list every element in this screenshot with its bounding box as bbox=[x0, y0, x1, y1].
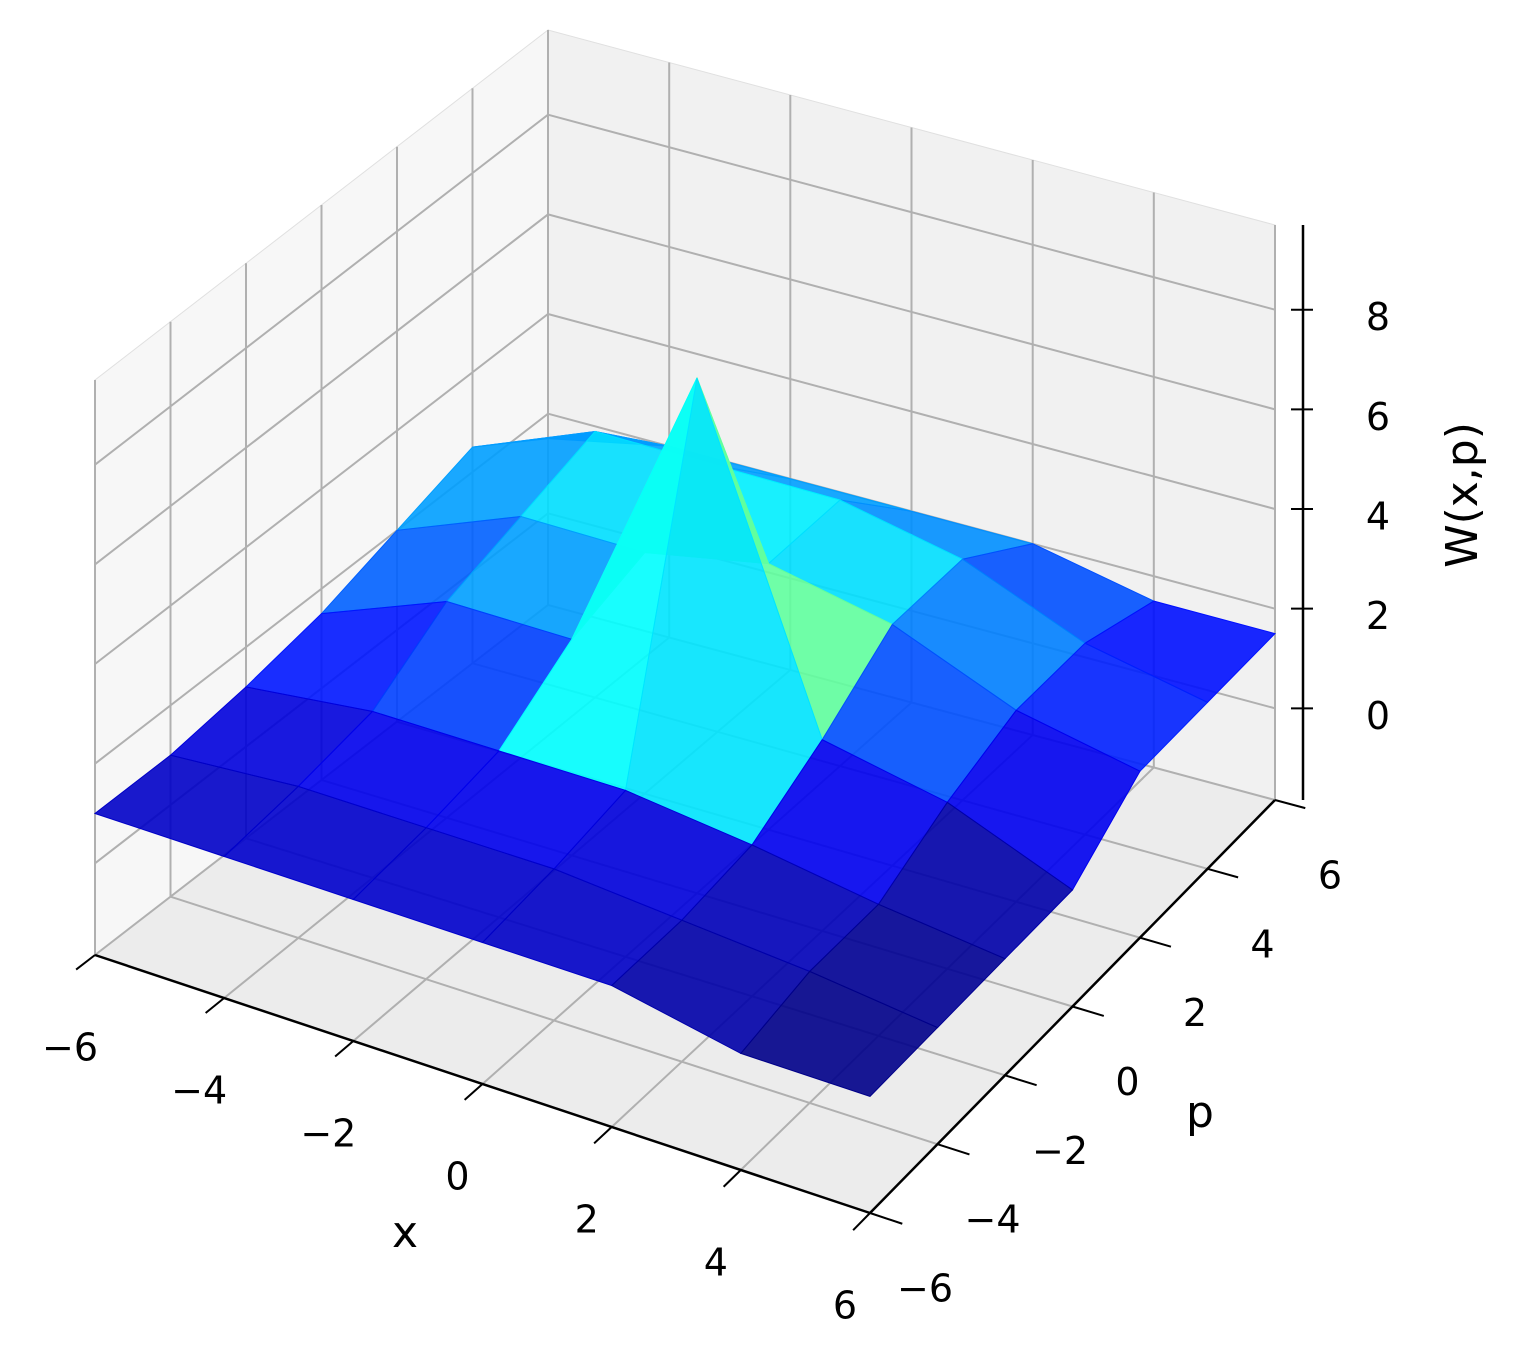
z-tick-label: 2 bbox=[1366, 594, 1390, 638]
grid-line bbox=[94, 213, 1276, 566]
x-tick bbox=[204, 997, 225, 1014]
y-axis-line bbox=[869, 799, 1276, 1214]
z-tick-label: 0 bbox=[1366, 694, 1390, 738]
x-tick-label: −4 bbox=[171, 1069, 227, 1113]
grid-line bbox=[169, 321, 938, 1146]
y-tick-label: 6 bbox=[1318, 854, 1342, 898]
grid-line bbox=[94, 312, 1276, 665]
x-tick bbox=[852, 1212, 871, 1231]
x-tick bbox=[334, 1040, 354, 1058]
surface-cell bbox=[739, 970, 939, 1097]
y-tick bbox=[937, 1143, 970, 1156]
y-tick-label: 2 bbox=[1183, 991, 1207, 1035]
y-tick bbox=[869, 1212, 903, 1225]
x-tick-label: 2 bbox=[575, 1198, 599, 1242]
y-tick-label: −2 bbox=[1032, 1129, 1088, 1173]
y-axis-label: p bbox=[1186, 1087, 1214, 1138]
x-tick bbox=[593, 1126, 613, 1145]
z-tick-label: 6 bbox=[1366, 395, 1390, 439]
y-tick-label: −4 bbox=[964, 1198, 1020, 1242]
x-axis-label: x bbox=[392, 1207, 418, 1258]
x-tick-label: −6 bbox=[42, 1026, 98, 1070]
z-tick-label: 4 bbox=[1366, 495, 1390, 539]
y-tick-label: 0 bbox=[1115, 1060, 1139, 1104]
y-tick-label: 4 bbox=[1250, 922, 1274, 966]
y-tick bbox=[1274, 799, 1306, 810]
y-tick bbox=[1072, 1005, 1105, 1017]
x-tick bbox=[722, 1169, 742, 1188]
x-axis-line bbox=[94, 953, 871, 1215]
grid-line bbox=[94, 113, 1276, 466]
x-tick-label: 6 bbox=[833, 1284, 857, 1328]
x-tick-label: 0 bbox=[445, 1155, 469, 1199]
surface bbox=[93, 376, 1276, 1097]
y-tick bbox=[1139, 936, 1172, 948]
x-tick bbox=[463, 1083, 484, 1101]
z-axis-label: W(x,p) bbox=[1437, 422, 1488, 568]
x-tick-label: −2 bbox=[300, 1112, 356, 1156]
z-tick-label: 8 bbox=[1366, 295, 1390, 339]
y-tick bbox=[1207, 867, 1239, 879]
y-tick bbox=[1004, 1074, 1037, 1087]
x-tick-label: 4 bbox=[704, 1241, 728, 1285]
x-tick bbox=[75, 954, 96, 971]
y-tick-label: −6 bbox=[897, 1267, 953, 1311]
